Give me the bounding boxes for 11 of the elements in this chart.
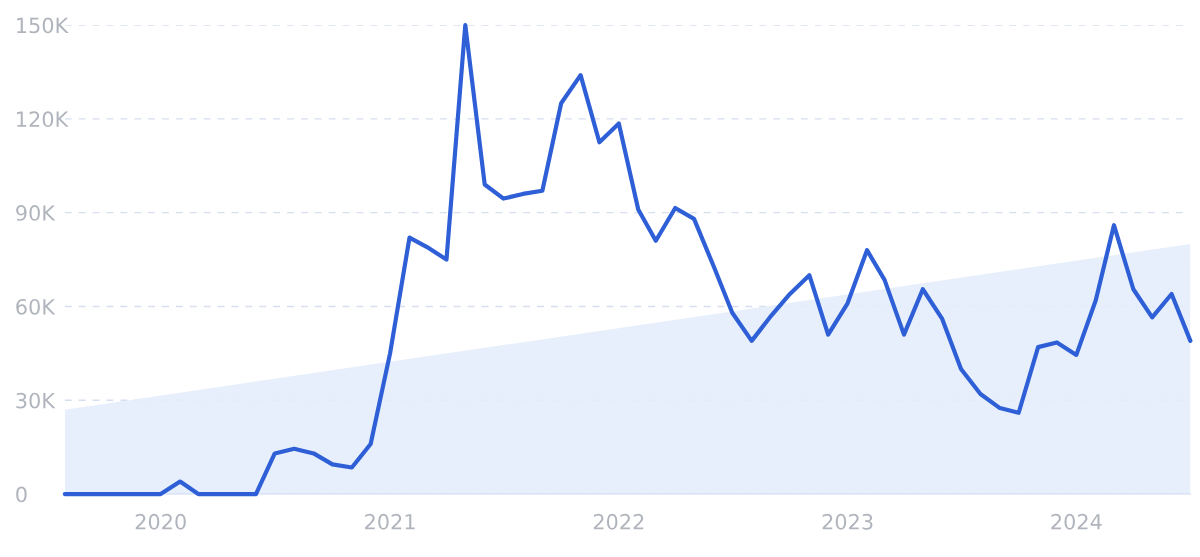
x-tick-label: 2022 <box>593 513 644 530</box>
y-tick-label: 30K <box>16 392 56 409</box>
y-tick-label: 150K <box>17 17 69 34</box>
y-tick-label: 120K <box>17 111 69 128</box>
x-tick-label: 2023 <box>822 513 873 530</box>
x-tick-label: 2020 <box>135 513 186 530</box>
x-tick-label: 2024 <box>1051 513 1102 530</box>
y-tick-label: 90K <box>16 205 56 221</box>
x-tick-label: 2021 <box>365 513 415 530</box>
y-tick-label: 60K <box>16 298 56 315</box>
y-tick-label: 0 <box>16 486 27 503</box>
